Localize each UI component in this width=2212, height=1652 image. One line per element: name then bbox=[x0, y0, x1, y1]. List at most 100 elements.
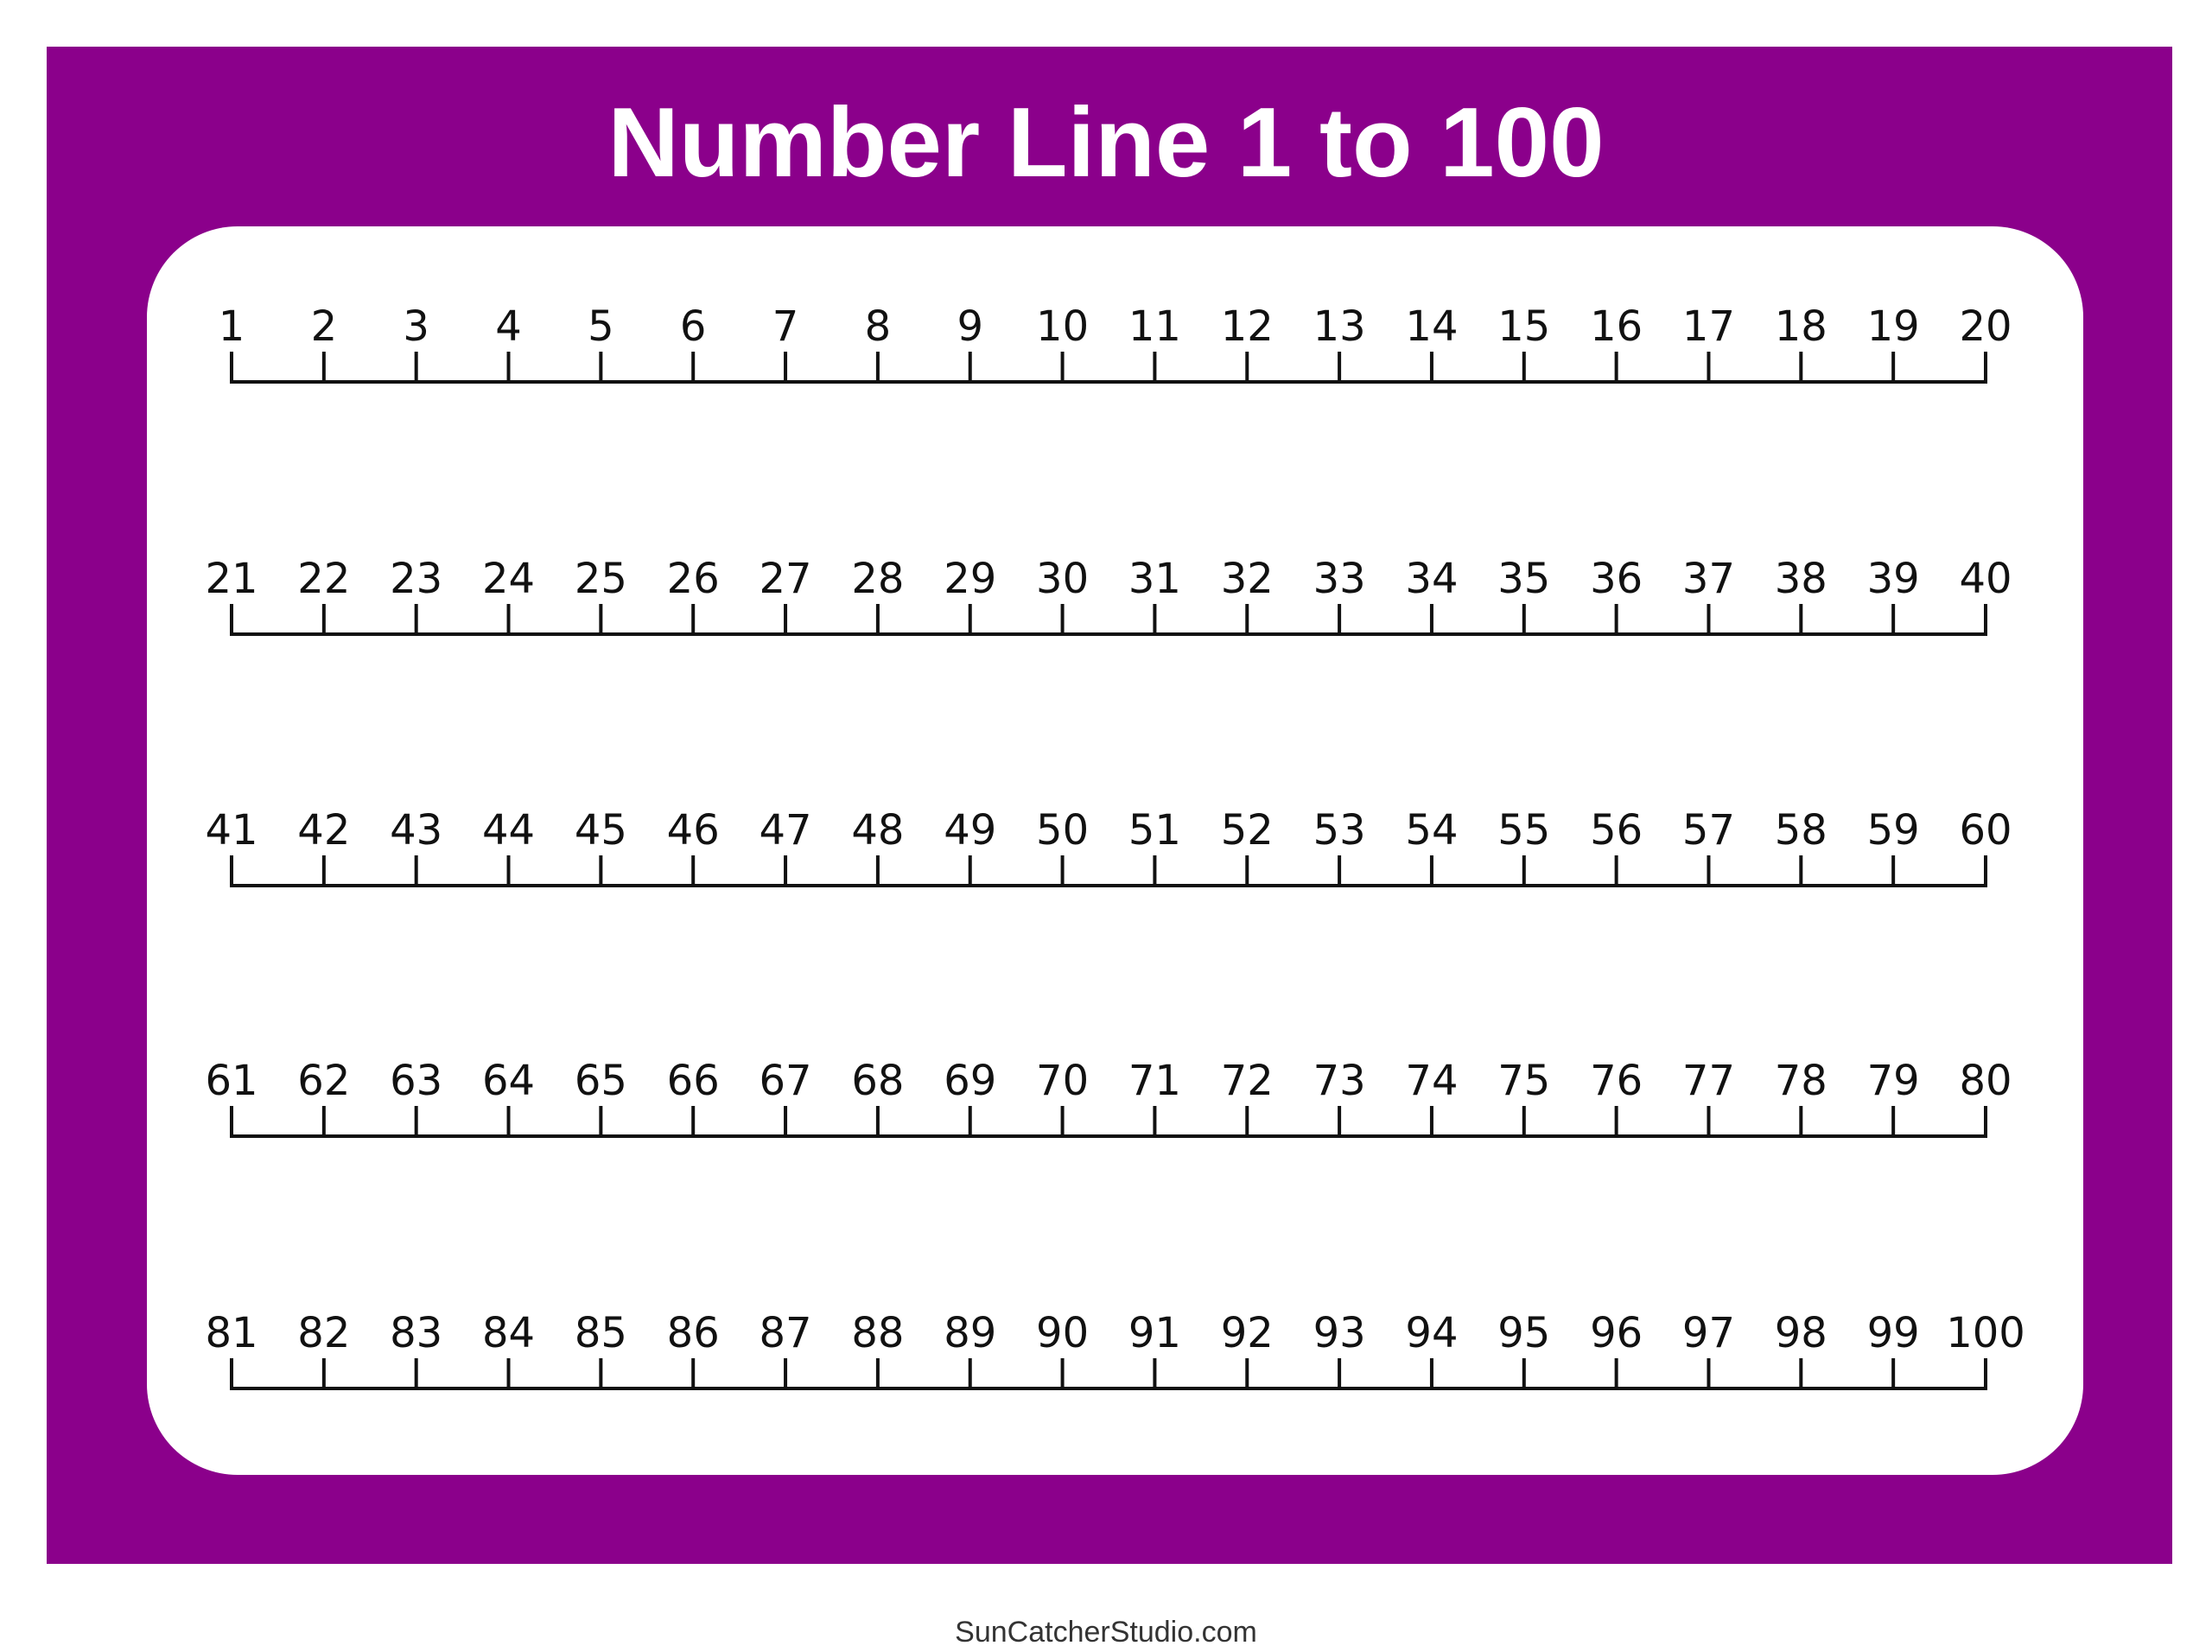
tick-label: 89 bbox=[944, 1309, 996, 1357]
tick-label: 64 bbox=[482, 1057, 535, 1105]
tick-label: 80 bbox=[1959, 1057, 2012, 1105]
number-line-row: 81 82 83 84 85 86 87 88 89 90 91 92 93 94 95 96 97 98 99 10… bbox=[205, 1309, 2025, 1390]
tick-label: 77 bbox=[1682, 1057, 1735, 1105]
tick-label: 62 bbox=[297, 1057, 350, 1105]
tick-label: 38 bbox=[1775, 555, 1827, 603]
page-title: Number Line 1 to 100 bbox=[607, 88, 1605, 198]
number-line-row: 1 2 3 4 5 6 7 8 9 10 11 12 13 14 15 16 17 18 19 20 bbox=[219, 302, 2012, 384]
tick-label: 75 bbox=[1497, 1057, 1550, 1105]
tick-label: 7 bbox=[772, 302, 799, 351]
tick-label: 87 bbox=[760, 1309, 812, 1357]
tick-label: 24 bbox=[482, 555, 535, 603]
tick-label: 39 bbox=[1867, 555, 1920, 603]
tick-label: 68 bbox=[851, 1057, 904, 1105]
tick-label: 94 bbox=[1405, 1309, 1458, 1357]
number-line-row: 21 22 23 24 25 26 27 28 29 30 31 32 33 34 35 36 37 38 39 40 bbox=[205, 555, 2012, 636]
tick-label: 83 bbox=[390, 1309, 442, 1357]
tick-label: 22 bbox=[297, 555, 350, 603]
tick-label: 8 bbox=[865, 302, 892, 351]
tick-label: 52 bbox=[1221, 806, 1274, 855]
tick-label: 35 bbox=[1497, 555, 1550, 603]
tick-label: 84 bbox=[482, 1309, 535, 1357]
tick-label: 69 bbox=[944, 1057, 996, 1105]
tick-label: 46 bbox=[667, 806, 720, 855]
tick-label: 21 bbox=[205, 555, 257, 603]
tick-label: 34 bbox=[1405, 555, 1458, 603]
tick-label: 82 bbox=[297, 1309, 350, 1357]
tick-label: 12 bbox=[1221, 302, 1274, 351]
tick-label: 53 bbox=[1313, 806, 1366, 855]
tick-label: 81 bbox=[205, 1309, 257, 1357]
tick-label: 23 bbox=[390, 555, 442, 603]
tick-label: 20 bbox=[1959, 302, 2012, 351]
tick-label: 1 bbox=[219, 302, 245, 351]
tick-label: 59 bbox=[1867, 806, 1920, 855]
number-line-panel bbox=[147, 226, 2083, 1475]
tick-label: 71 bbox=[1128, 1057, 1181, 1105]
tick-label: 48 bbox=[851, 806, 904, 855]
tick-label: 14 bbox=[1405, 302, 1458, 351]
tick-label: 56 bbox=[1590, 806, 1643, 855]
tick-label: 30 bbox=[1036, 555, 1089, 603]
tick-label: 51 bbox=[1128, 806, 1181, 855]
tick-label: 86 bbox=[667, 1309, 720, 1357]
tick-label: 92 bbox=[1221, 1309, 1274, 1357]
tick-label: 98 bbox=[1775, 1309, 1827, 1357]
tick-label: 50 bbox=[1036, 806, 1089, 855]
tick-label: 66 bbox=[667, 1057, 720, 1105]
tick-label: 42 bbox=[297, 806, 350, 855]
tick-label: 93 bbox=[1313, 1309, 1366, 1357]
tick-label: 74 bbox=[1405, 1057, 1458, 1105]
tick-label: 78 bbox=[1775, 1057, 1827, 1105]
tick-label: 19 bbox=[1867, 302, 1920, 351]
tick-label: 97 bbox=[1682, 1309, 1735, 1357]
tick-label: 18 bbox=[1775, 302, 1827, 351]
number-line-row: 41 42 43 44 45 46 47 48 49 50 51 52 53 54 55 56 57 58 59 60 bbox=[205, 806, 2012, 887]
tick-label: 43 bbox=[390, 806, 442, 855]
tick-label: 9 bbox=[957, 302, 983, 351]
tick-label: 54 bbox=[1405, 806, 1458, 855]
tick-label: 96 bbox=[1590, 1309, 1643, 1357]
tick-label: 61 bbox=[205, 1057, 257, 1105]
tick-label: 25 bbox=[575, 555, 627, 603]
tick-label: 37 bbox=[1682, 555, 1735, 603]
tick-label: 73 bbox=[1313, 1057, 1366, 1105]
tick-label: 49 bbox=[944, 806, 996, 855]
tick-label: 44 bbox=[482, 806, 535, 855]
tick-label: 88 bbox=[851, 1309, 904, 1357]
tick-label: 16 bbox=[1590, 302, 1643, 351]
tick-label: 29 bbox=[944, 555, 996, 603]
tick-label: 32 bbox=[1221, 555, 1274, 603]
tick-label: 57 bbox=[1682, 806, 1735, 855]
tick-label: 27 bbox=[760, 555, 812, 603]
tick-label: 4 bbox=[495, 302, 522, 351]
tick-label: 70 bbox=[1036, 1057, 1089, 1105]
tick-label: 76 bbox=[1590, 1057, 1643, 1105]
tick-label: 28 bbox=[851, 555, 904, 603]
tick-label: 45 bbox=[575, 806, 627, 855]
tick-label: 91 bbox=[1128, 1309, 1181, 1357]
tick-label: 55 bbox=[1497, 806, 1550, 855]
tick-label: 36 bbox=[1590, 555, 1643, 603]
tick-label: 65 bbox=[575, 1057, 627, 1105]
tick-label: 17 bbox=[1682, 302, 1735, 351]
tick-label: 79 bbox=[1867, 1057, 1920, 1105]
tick-label: 90 bbox=[1036, 1309, 1089, 1357]
tick-label: 13 bbox=[1313, 302, 1366, 351]
tick-label: 33 bbox=[1313, 555, 1366, 603]
tick-label: 15 bbox=[1497, 302, 1550, 351]
footer-credit: SunCatcherStudio.com bbox=[955, 1616, 1257, 1649]
tick-label: 10 bbox=[1036, 302, 1089, 351]
tick-label: 6 bbox=[680, 302, 707, 351]
tick-label: 67 bbox=[760, 1057, 812, 1105]
tick-label: 5 bbox=[588, 302, 614, 351]
tick-label: 26 bbox=[667, 555, 720, 603]
tick-label: 3 bbox=[403, 302, 429, 351]
tick-label: 85 bbox=[575, 1309, 627, 1357]
tick-label: 95 bbox=[1497, 1309, 1550, 1357]
tick-label: 72 bbox=[1221, 1057, 1274, 1105]
tick-label: 40 bbox=[1959, 555, 2012, 603]
tick-label: 2 bbox=[311, 302, 338, 351]
number-line-row: 61 62 63 64 65 66 67 68 69 70 71 72 73 74 75 76 77 78 79 80 bbox=[205, 1057, 2012, 1138]
